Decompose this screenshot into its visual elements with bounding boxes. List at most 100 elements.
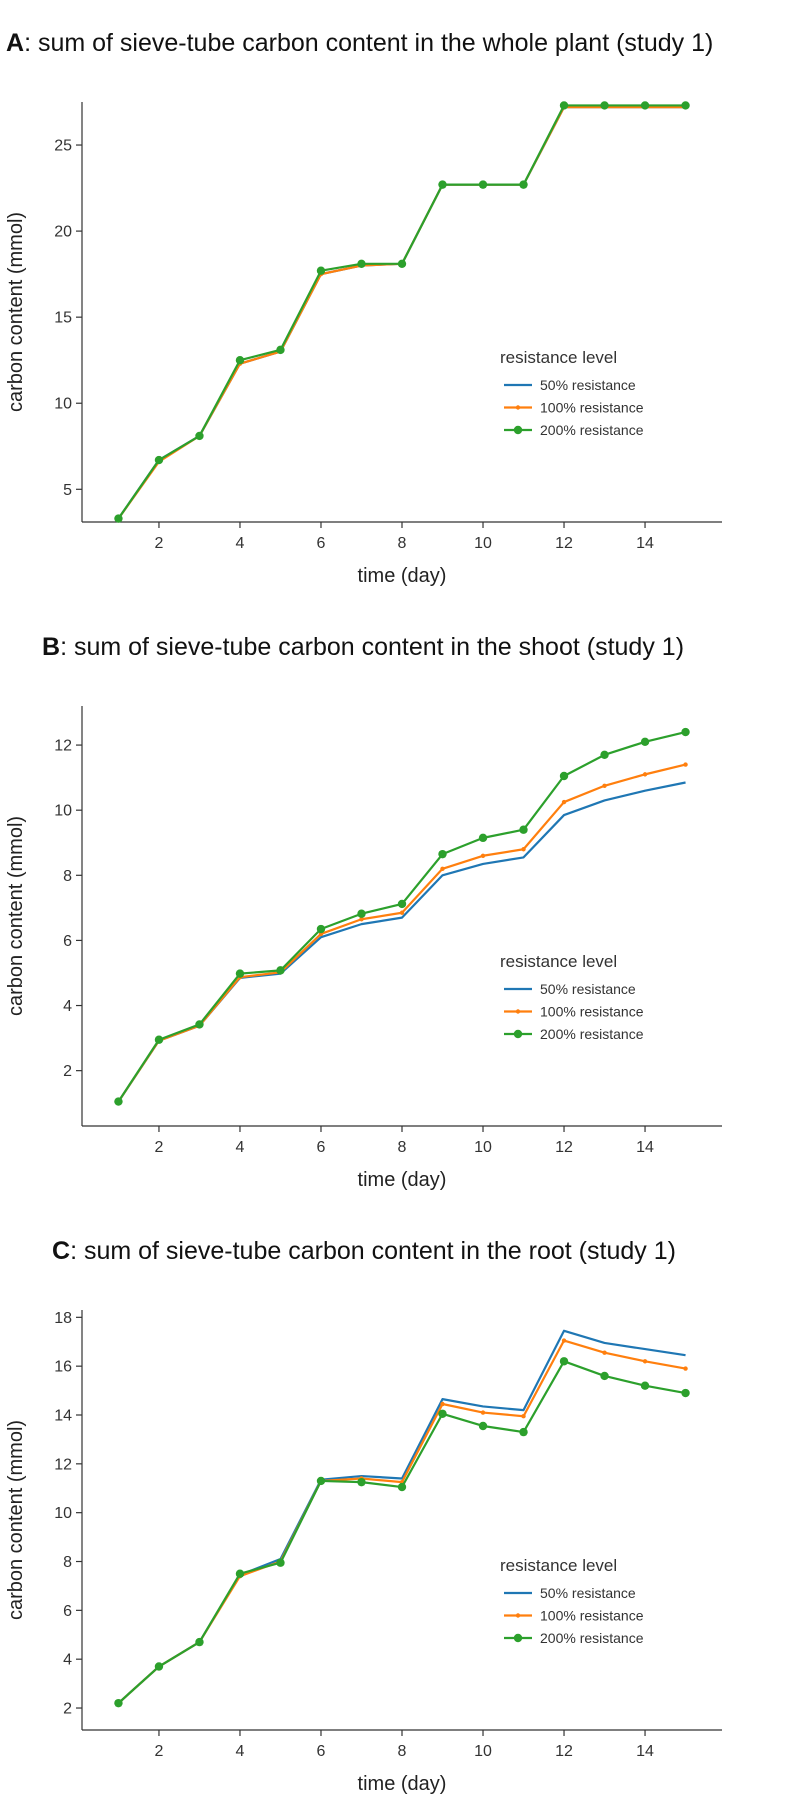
legend-marker-200 [513, 1633, 523, 1643]
data-point-200 [154, 1035, 164, 1044]
series-line-50 [117, 106, 686, 520]
data-point-200 [397, 899, 407, 909]
data-point-200 [478, 180, 488, 189]
data-point-200 [519, 1427, 528, 1437]
data-point-100 [683, 762, 688, 767]
x-tick-label: 2 [155, 1743, 164, 1760]
series-line-200 [117, 104, 686, 520]
data-point-200 [276, 966, 285, 975]
series-line-100 [117, 1339, 686, 1704]
data-point-200 [640, 737, 650, 747]
data-point-200 [478, 833, 488, 843]
data-point-100 [521, 847, 526, 852]
x-tick-label: 10 [474, 1743, 492, 1760]
data-point-100 [440, 1401, 445, 1407]
data-point-200 [519, 825, 528, 834]
panel-letter: A [6, 29, 24, 57]
legend-marker-200 [513, 1029, 523, 1039]
data-point-200 [600, 1371, 609, 1381]
data-point-200 [154, 455, 164, 465]
panel-b: B: sum of sieve-tube carbon content in t… [0, 604, 804, 1208]
chart-a: A: sum of sieve-tube carbon content in t… [5, 29, 722, 587]
legend-marker-100 [515, 405, 521, 410]
data-point-200 [681, 1388, 690, 1398]
data-point-100 [642, 772, 648, 777]
x-tick-label: 6 [317, 1743, 326, 1760]
y-axis-label: carbon content (mmol) [5, 816, 27, 1016]
data-point-200 [114, 514, 123, 523]
y-tick-label: 2 [63, 1701, 72, 1718]
legend-marker-100 [515, 1009, 521, 1014]
data-point-200 [681, 101, 690, 110]
data-point-200 [276, 345, 285, 355]
x-tick-label: 14 [636, 535, 654, 552]
data-point-200 [600, 101, 609, 110]
legend-marker-200 [513, 425, 523, 435]
y-axis-label: carbon content (mmol) [5, 1420, 27, 1620]
y-tick-label: 20 [54, 224, 72, 241]
data-point-200 [640, 101, 650, 110]
data-point-100 [399, 910, 405, 915]
y-tick-label: 10 [54, 1505, 72, 1522]
x-tick-label: 2 [155, 535, 164, 552]
x-axis-label: time (day) [358, 565, 447, 587]
data-point-200 [195, 1020, 204, 1029]
series-line-100 [117, 106, 686, 520]
legend-label-50: 50% resistance [540, 981, 636, 997]
data-point-100 [521, 1414, 526, 1419]
data-point-200 [478, 1421, 488, 1431]
y-tick-label: 4 [63, 998, 72, 1015]
legend-label-200: 200% resistance [540, 1630, 644, 1646]
legend-label-50: 50% resistance [540, 1585, 636, 1601]
data-point-200 [276, 1558, 285, 1567]
y-tick-label: 8 [63, 1554, 72, 1571]
data-point-200 [114, 1097, 123, 1106]
series-line-100 [117, 763, 686, 1103]
y-tick-label: 15 [54, 310, 72, 327]
data-point-200 [235, 969, 245, 978]
legend-label-200: 200% resistance [540, 1026, 644, 1042]
panel-letter: C [52, 1237, 70, 1265]
x-tick-label: 14 [636, 1743, 654, 1760]
x-tick-label: 6 [317, 1139, 326, 1156]
data-point-200 [438, 1409, 447, 1418]
legend-label-100: 100% resistance [540, 400, 644, 416]
title-text: : sum of sieve-tube carbon content in th… [24, 29, 713, 57]
data-point-200 [640, 1381, 650, 1390]
data-point-200 [316, 266, 326, 275]
data-point-200 [559, 101, 569, 110]
y-tick-label: 2 [63, 1063, 72, 1080]
data-point-100 [602, 1350, 607, 1355]
data-point-100 [440, 866, 445, 871]
x-tick-label: 12 [555, 1743, 573, 1760]
y-tick-label: 16 [54, 1359, 72, 1376]
data-point-200 [357, 1477, 366, 1487]
x-tick-label: 10 [474, 1139, 492, 1156]
data-point-200 [316, 1476, 326, 1486]
data-point-200 [681, 727, 690, 737]
x-tick-label: 2 [155, 1139, 164, 1156]
series-line-50 [117, 1329, 686, 1704]
data-point-100 [359, 917, 364, 922]
title-text: : sum of sieve-tube carbon content in th… [70, 1237, 676, 1265]
data-point-100 [561, 1338, 567, 1343]
x-tick-label: 6 [317, 535, 326, 552]
data-point-100 [480, 1410, 486, 1415]
legend-label-100: 100% resistance [540, 1004, 644, 1020]
chart-title: B: sum of sieve-tube carbon content in t… [42, 633, 684, 661]
data-point-200 [154, 1662, 164, 1671]
data-point-100 [480, 853, 486, 858]
legend-title: resistance level [500, 1556, 617, 1575]
data-point-200 [397, 1482, 407, 1492]
y-axis-label: carbon content (mmol) [5, 212, 27, 412]
x-tick-label: 10 [474, 535, 492, 552]
chart-title: A: sum of sieve-tube carbon content in t… [6, 29, 713, 57]
chart-c: C: sum of sieve-tube carbon content in t… [5, 1237, 722, 1795]
data-point-200 [316, 924, 326, 934]
y-tick-label: 8 [63, 868, 72, 885]
panel-c: C: sum of sieve-tube carbon content in t… [0, 1208, 804, 1812]
legend-label-50: 50% resistance [540, 377, 636, 393]
y-tick-label: 14 [54, 1408, 72, 1425]
y-tick-label: 6 [63, 1603, 72, 1620]
y-tick-label: 6 [63, 933, 72, 950]
